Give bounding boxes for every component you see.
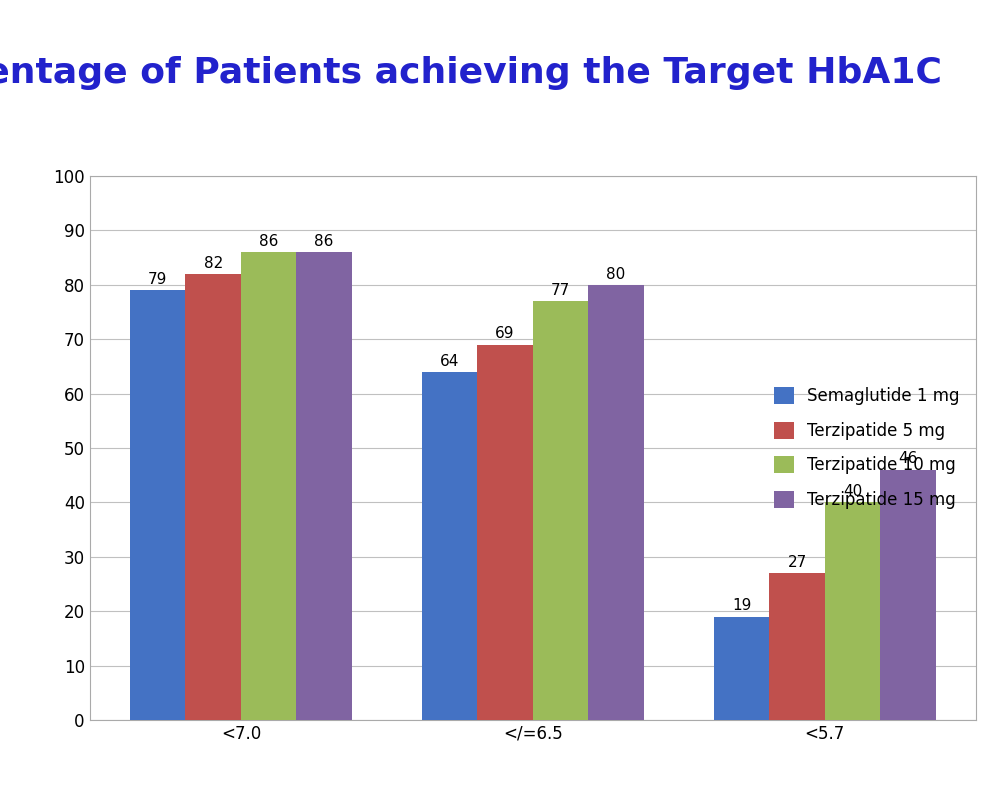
Text: 69: 69 — [495, 326, 515, 342]
Text: Percentage of Patients achieving the Target HbA1C: Percentage of Patients achieving the Tar… — [0, 56, 942, 90]
Bar — [297, 252, 352, 720]
Bar — [714, 617, 769, 720]
Bar — [880, 470, 936, 720]
Text: 86: 86 — [315, 234, 334, 249]
Bar — [129, 290, 185, 720]
Bar — [589, 285, 643, 720]
Text: 40: 40 — [843, 484, 863, 499]
Text: 82: 82 — [203, 256, 223, 270]
Bar — [769, 573, 825, 720]
Text: 19: 19 — [732, 598, 751, 614]
Bar — [241, 252, 297, 720]
Text: 27: 27 — [788, 555, 807, 570]
Bar — [825, 502, 880, 720]
Text: 79: 79 — [148, 272, 167, 287]
Text: 46: 46 — [898, 451, 917, 466]
Text: 77: 77 — [551, 283, 571, 298]
Text: 86: 86 — [259, 234, 278, 249]
Bar — [185, 274, 241, 720]
Bar — [422, 372, 477, 720]
Text: 80: 80 — [607, 266, 625, 282]
Legend: Semaglutide 1 mg, Terzipatide 5 mg, Terzipatide 10 mg, Terzipatide 15 mg: Semaglutide 1 mg, Terzipatide 5 mg, Terz… — [765, 378, 968, 518]
Bar — [477, 345, 533, 720]
Bar — [533, 301, 589, 720]
Text: 64: 64 — [440, 354, 459, 369]
